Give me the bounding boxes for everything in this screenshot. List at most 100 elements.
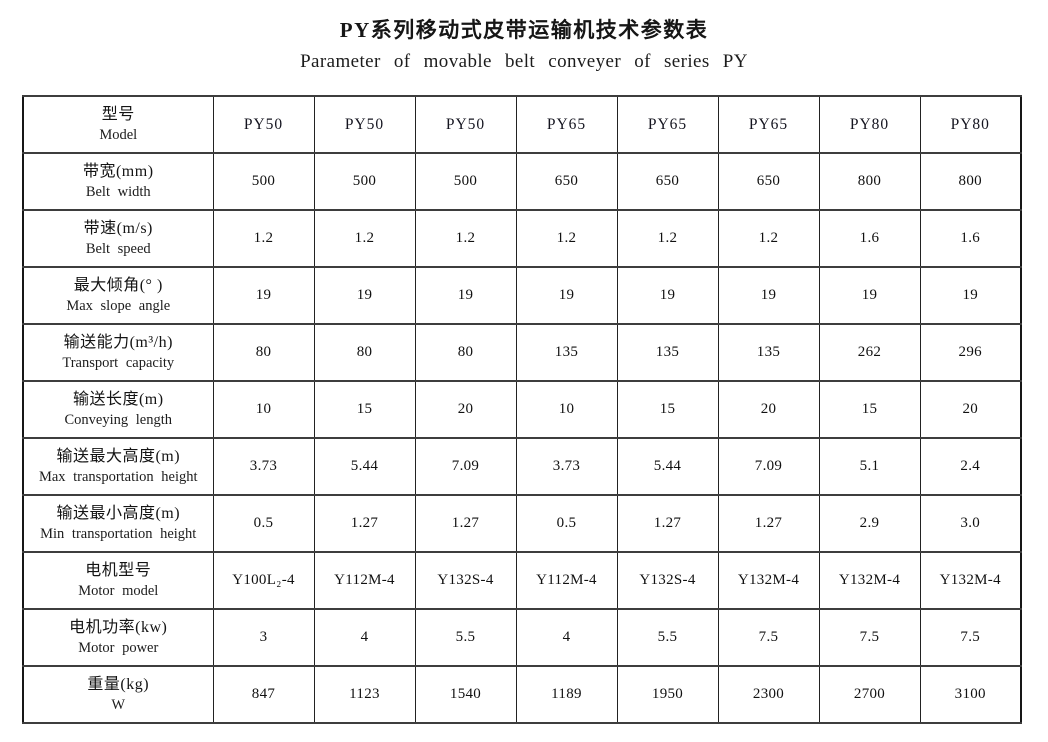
data-cell: 20 — [919, 380, 1022, 439]
data-cell: 296 — [919, 323, 1022, 382]
data-cell: 500 — [414, 152, 517, 211]
row-label-zh: 电机功率(kw) — [69, 619, 168, 637]
data-cell: 1.6 — [919, 209, 1022, 268]
data-cell: 1.2 — [212, 209, 315, 268]
parameter-table: 型号 Model PY50 PY50 PY50 PY65 PY65 PY65 PY80 PY80 … — [22, 95, 1022, 724]
data-cell: 1.27 — [414, 494, 517, 553]
table-row: 带速(m/s) Belt speed 1.2 1.2 1.2 1.2 1.2 1.2 1.6 1.… — [22, 209, 1022, 268]
data-cell: 3.73 — [212, 437, 315, 496]
data-cell: 7.5 — [919, 608, 1022, 667]
data-cell: 650 — [717, 152, 820, 211]
data-cell: 1.2 — [414, 209, 517, 268]
row-label-en: Model — [99, 127, 138, 144]
row-label-zh: 输送最小高度(m) — [56, 505, 181, 523]
row-label-cell: 电机功率(kw) Motor power — [22, 608, 214, 667]
row-label-en: Min transportation height — [40, 526, 197, 543]
data-cell: 1.2 — [616, 209, 719, 268]
data-cell: 1.2 — [717, 209, 820, 268]
data-cell: 19 — [212, 266, 315, 325]
row-label-zh: 带速(m/s) — [83, 220, 153, 238]
data-cell: Y132S-4 — [414, 551, 517, 610]
data-cell: 1.27 — [717, 494, 820, 553]
model-header-cell: PY50 — [212, 95, 315, 154]
data-cell: 3100 — [919, 665, 1022, 724]
row-label-zh: 最大倾角(° ) — [73, 277, 163, 295]
row-label-en: Motor model — [78, 583, 159, 600]
row-label-en: W — [111, 697, 126, 714]
header-row: 型号 Model PY50 PY50 PY50 PY65 PY65 PY65 PY80 PY80 — [22, 95, 1022, 154]
data-cell: 15 — [313, 380, 416, 439]
row-label-en: Conveying length — [64, 412, 172, 429]
row-label-en: Belt speed — [85, 241, 151, 258]
data-cell: 2.9 — [818, 494, 921, 553]
row-label-zh: 输送能力(m³/h) — [63, 334, 173, 352]
data-cell: 0.5 — [515, 494, 618, 553]
data-cell: 10 — [212, 380, 315, 439]
row-label-cell: 电机型号 Motor model — [22, 551, 214, 610]
row-label-zh: 带宽(mm) — [82, 163, 154, 181]
row-label-en: Motor power — [78, 640, 159, 657]
data-cell: 5.44 — [616, 437, 719, 496]
data-cell: 650 — [515, 152, 618, 211]
data-cell: 800 — [818, 152, 921, 211]
data-cell: 19 — [616, 266, 719, 325]
model-header-cell: PY65 — [616, 95, 719, 154]
data-cell: 19 — [818, 266, 921, 325]
data-cell: 135 — [515, 323, 618, 382]
row-label-zh: 电机型号 — [85, 562, 152, 580]
model-header-cell: PY65 — [717, 95, 820, 154]
data-cell: 2.4 — [919, 437, 1022, 496]
row-label-cell: 重量(kg) W — [22, 665, 214, 724]
data-cell: 80 — [313, 323, 416, 382]
data-cell: 7.5 — [717, 608, 820, 667]
data-cell: Y132M-4 — [818, 551, 921, 610]
data-cell: 4 — [313, 608, 416, 667]
row-label-en: Max slope angle — [66, 298, 171, 315]
data-cell: 20 — [717, 380, 820, 439]
data-cell: 135 — [616, 323, 719, 382]
data-cell: 80 — [414, 323, 517, 382]
data-cell: 1.2 — [515, 209, 618, 268]
page-subtitle: Parameter of movable belt conveyer of se… — [300, 51, 748, 72]
data-cell: 1.27 — [313, 494, 416, 553]
data-cell: 19 — [717, 266, 820, 325]
model-header-cell: PY65 — [515, 95, 618, 154]
row-label-cell: 输送能力(m³/h) Transport capacity — [22, 323, 214, 382]
data-cell: 5.44 — [313, 437, 416, 496]
data-cell: 2300 — [717, 665, 820, 724]
row-label-cell: 输送最小高度(m) Min transportation height — [22, 494, 214, 553]
data-cell: Y132M-4 — [919, 551, 1022, 610]
data-cell: 1540 — [414, 665, 517, 724]
data-cell: 500 — [212, 152, 315, 211]
data-cell: 15 — [616, 380, 719, 439]
data-cell: 0.5 — [212, 494, 315, 553]
row-label-cell: 带速(m/s) Belt speed — [22, 209, 214, 268]
data-cell: Y112M-4 — [515, 551, 618, 610]
row-label-zh: 输送长度(m) — [72, 391, 164, 409]
page-title: PY系列移动式皮带运输机技术参数表 — [339, 18, 709, 42]
data-cell: Y132M-4 — [717, 551, 820, 610]
table-row: 输送能力(m³/h) Transport capacity 80 80 80 135 135… — [22, 323, 1022, 382]
row-label-cell: 最大倾角(° ) Max slope angle — [22, 266, 214, 325]
data-cell: 15 — [818, 380, 921, 439]
data-cell: 7.5 — [818, 608, 921, 667]
model-header-cell: PY50 — [313, 95, 416, 154]
row-label-en: Belt width — [85, 184, 151, 201]
row-label-zh: 输送最大高度(m) — [56, 448, 181, 466]
row-label-cell: 带宽(mm) Belt width — [22, 152, 214, 211]
data-cell: 262 — [818, 323, 921, 382]
data-cell: 650 — [616, 152, 719, 211]
row-label-zh: 型号 — [101, 106, 135, 124]
data-cell: 1123 — [313, 665, 416, 724]
row-label-zh: 重量(kg) — [87, 676, 150, 694]
data-cell: 19 — [919, 266, 1022, 325]
row-label-en: Transport capacity — [62, 355, 175, 372]
data-cell: 1.6 — [818, 209, 921, 268]
data-cell: 80 — [212, 323, 315, 382]
table-row: 电机型号 Motor model Y100L₂-4 Y112M-4 Y132S-4 Y11… — [22, 551, 1022, 610]
data-cell: 1189 — [515, 665, 618, 724]
table-row: 输送最小高度(m) Min transportation height 0.5 1.2… — [22, 494, 1022, 553]
row-label-cell: 输送最大高度(m) Max transportation height — [22, 437, 214, 496]
data-cell: 20 — [414, 380, 517, 439]
